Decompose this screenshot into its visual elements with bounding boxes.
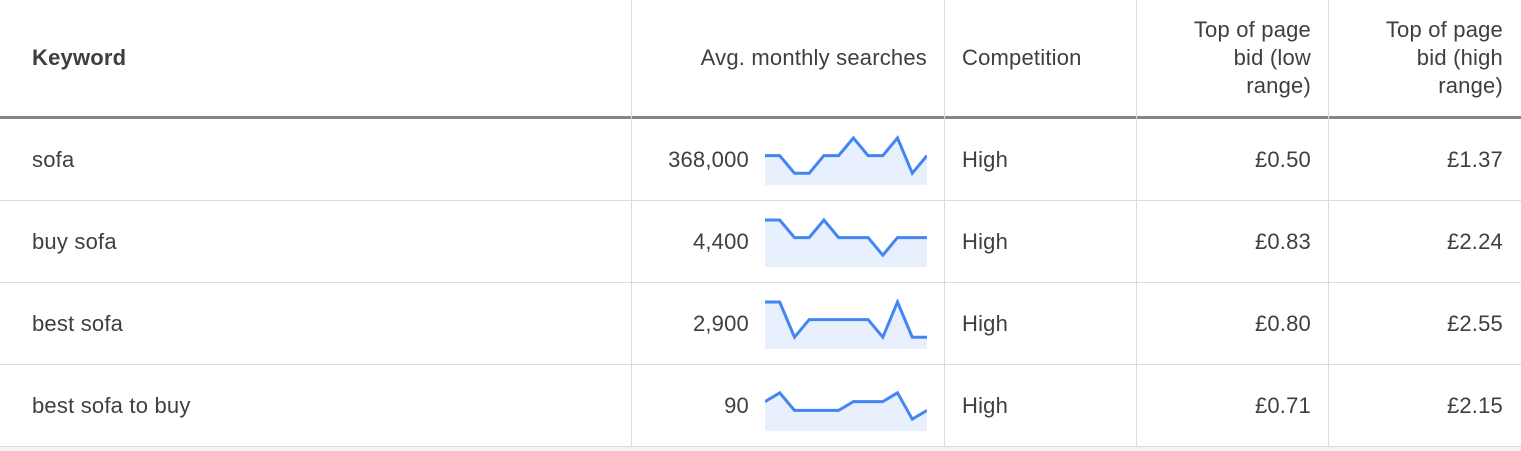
competition-cell: High xyxy=(945,201,1137,282)
avg-monthly-searches-cell: 368,000 xyxy=(632,119,945,200)
top-bid-high-cell: £2.15 xyxy=(1329,365,1521,446)
column-header-avg-monthly-searches-label: Avg. monthly searches xyxy=(700,45,927,70)
search-trend-sparkline[interactable] xyxy=(765,298,927,349)
sparkline-line xyxy=(765,390,927,421)
avg-monthly-searches-value: 368,000 xyxy=(668,146,749,172)
column-divider xyxy=(1136,0,1137,447)
column-header-top-bid-high-line-2: bid (high xyxy=(1416,45,1503,70)
column-header-top-bid-high[interactable]: Top of page bid (high range) xyxy=(1329,0,1521,116)
competition-cell: High xyxy=(945,119,1137,200)
keyword-cell: best sofa to buy xyxy=(0,365,632,446)
competition-value: High xyxy=(962,392,1009,418)
top-bid-high-value: £2.24 xyxy=(1446,228,1503,254)
sparkline-area xyxy=(765,219,927,267)
column-header-top-bid-high-line-1: Top of page xyxy=(1385,17,1503,42)
sparkline-svg xyxy=(765,298,927,349)
avg-monthly-searches-cell: 90 xyxy=(632,365,945,446)
column-header-top-bid-high-line-3: range) xyxy=(1438,73,1503,98)
keyword-cell: best sofa xyxy=(0,283,632,364)
keyword-cell: sofa xyxy=(0,119,632,200)
top-bid-low-cell: £0.50 xyxy=(1137,119,1329,200)
column-header-competition[interactable]: Competition xyxy=(945,0,1137,116)
table-row[interactable]: best sofa to buy 90 High £0.71 £2.15 xyxy=(0,365,1521,447)
top-bid-low-cell: £0.71 xyxy=(1137,365,1329,446)
column-header-top-bid-low-line-3: range) xyxy=(1246,73,1311,98)
competition-cell: High xyxy=(945,365,1137,446)
column-header-keyword-label: Keyword xyxy=(32,45,127,70)
competition-cell: High xyxy=(945,283,1137,364)
column-header-top-bid-low-label: Top of page bid (low range) xyxy=(1194,16,1311,100)
search-trend-sparkline[interactable] xyxy=(765,134,927,185)
competition-value: High xyxy=(962,228,1009,254)
column-divider xyxy=(944,0,945,447)
top-bid-low-value: £0.71 xyxy=(1254,392,1311,418)
competition-value: High xyxy=(962,146,1009,172)
top-bid-high-value: £2.15 xyxy=(1446,392,1503,418)
keyword-cell: buy sofa xyxy=(0,201,632,282)
column-header-competition-label: Competition xyxy=(962,45,1082,70)
sparkline-svg xyxy=(765,390,927,431)
column-divider xyxy=(631,0,632,447)
table-row[interactable]: buy sofa 4,400 High £0.83 £2.24 xyxy=(0,201,1521,283)
table-header-row: Keyword Avg. monthly searches Competitio… xyxy=(0,0,1521,119)
top-bid-low-cell: £0.83 xyxy=(1137,201,1329,282)
search-trend-sparkline[interactable] xyxy=(765,217,927,267)
sparkline-svg xyxy=(765,134,927,185)
avg-monthly-searches-value: 2,900 xyxy=(692,310,749,336)
column-header-avg-monthly-searches[interactable]: Avg. monthly searches xyxy=(632,0,945,116)
avg-monthly-searches-value: 90 xyxy=(724,392,749,418)
top-bid-low-value: £0.50 xyxy=(1254,146,1311,172)
column-header-top-bid-low-line-2: bid (low xyxy=(1233,45,1311,70)
sparkline-line xyxy=(765,298,927,340)
column-header-top-bid-low[interactable]: Top of page bid (low range) xyxy=(1137,0,1329,116)
column-header-top-bid-high-label: Top of page bid (high range) xyxy=(1386,16,1503,100)
top-bid-low-value: £0.80 xyxy=(1254,310,1311,336)
table-row[interactable]: sofa 368,000 High £0.50 £1.37 xyxy=(0,119,1521,201)
top-bid-high-cell: £1.37 xyxy=(1329,119,1521,200)
top-bid-high-cell: £2.55 xyxy=(1329,283,1521,364)
keyword-text: best sofa xyxy=(32,310,124,336)
table-bottom-edge xyxy=(0,447,1521,451)
column-divider xyxy=(1328,0,1329,447)
top-bid-high-value: £1.37 xyxy=(1446,146,1503,172)
sparkline-line xyxy=(765,134,927,176)
top-bid-high-value: £2.55 xyxy=(1446,310,1503,336)
sparkline-area xyxy=(765,301,927,349)
sparkline-svg xyxy=(765,217,927,267)
top-bid-low-value: £0.83 xyxy=(1254,228,1311,254)
column-header-top-bid-low-line-1: Top of page xyxy=(1193,17,1311,42)
top-bid-high-cell: £2.24 xyxy=(1329,201,1521,282)
keyword-text: buy sofa xyxy=(32,228,117,254)
sparkline-area xyxy=(765,392,927,431)
keyword-text: sofa xyxy=(32,146,75,172)
top-bid-low-cell: £0.80 xyxy=(1137,283,1329,364)
column-header-keyword[interactable]: Keyword xyxy=(0,0,632,116)
table-row[interactable]: best sofa 2,900 High £0.80 £2.55 xyxy=(0,283,1521,365)
avg-monthly-searches-value: 4,400 xyxy=(692,228,749,254)
competition-value: High xyxy=(962,310,1009,336)
avg-monthly-searches-cell: 4,400 xyxy=(632,201,945,282)
avg-monthly-searches-cell: 2,900 xyxy=(632,283,945,364)
search-trend-sparkline[interactable] xyxy=(765,381,927,431)
keyword-text: best sofa to buy xyxy=(32,392,191,418)
sparkline-line xyxy=(765,217,927,258)
